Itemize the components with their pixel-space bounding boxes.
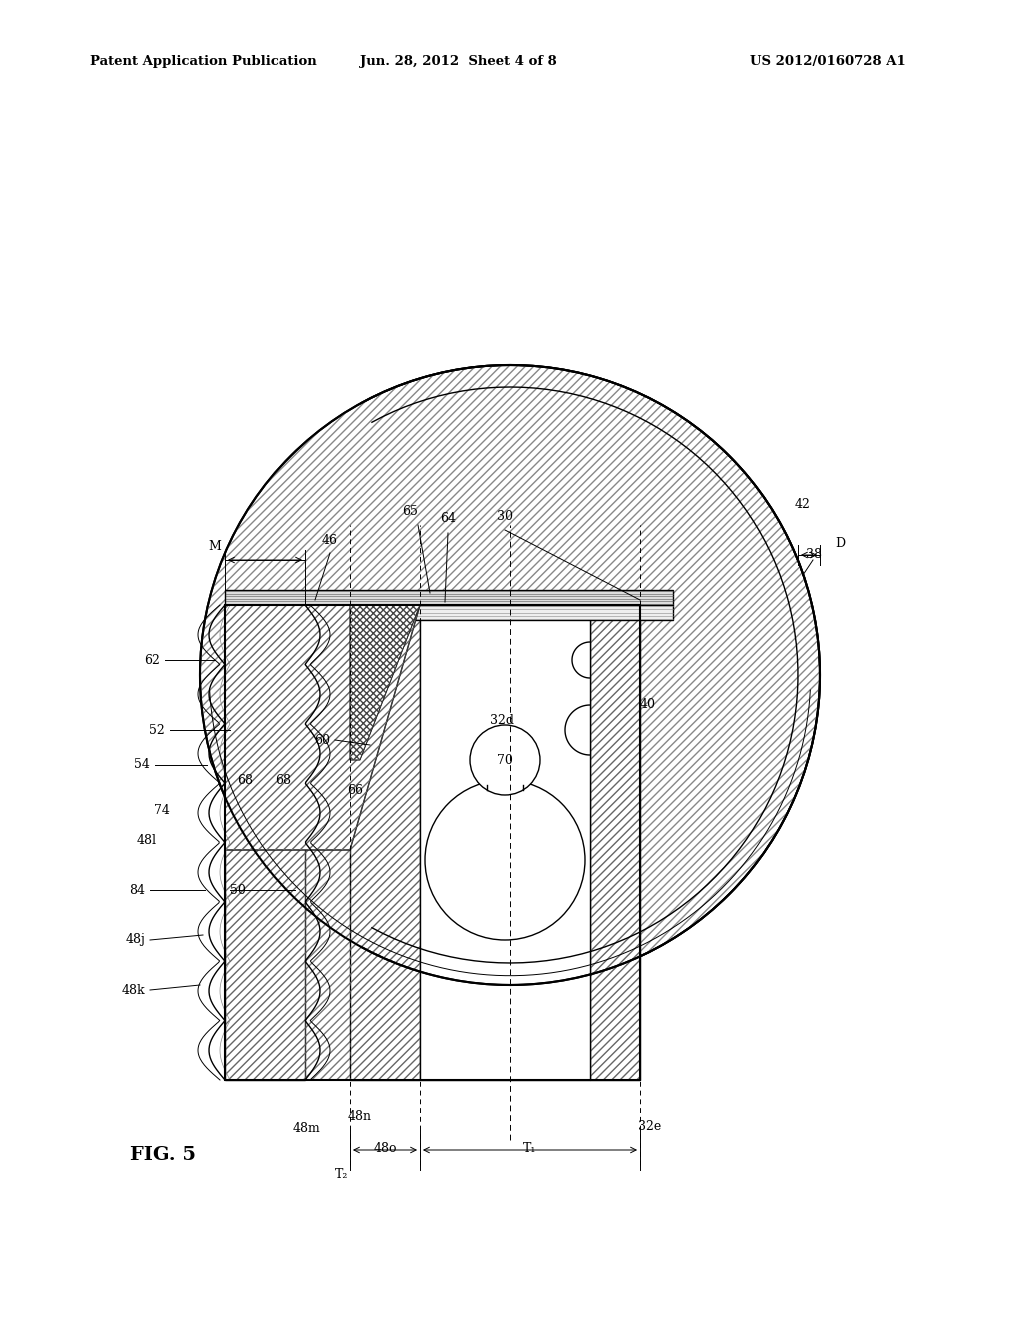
Text: 50: 50: [230, 883, 246, 896]
Text: 54: 54: [134, 759, 150, 771]
Text: 42: 42: [795, 498, 811, 511]
Circle shape: [470, 725, 540, 795]
Text: 68: 68: [275, 774, 291, 787]
Text: 70: 70: [497, 754, 513, 767]
Text: 46: 46: [322, 535, 338, 546]
Text: 48m: 48m: [292, 1122, 319, 1135]
Text: 64: 64: [440, 512, 456, 525]
Polygon shape: [225, 605, 420, 850]
Text: 38: 38: [806, 549, 822, 561]
Text: 48j: 48j: [125, 933, 145, 946]
Bar: [590, 605, 640, 1080]
Text: 60: 60: [314, 734, 330, 747]
Circle shape: [200, 366, 820, 985]
Text: 68: 68: [237, 774, 253, 787]
Text: Jun. 28, 2012  Sheet 4 of 8: Jun. 28, 2012 Sheet 4 of 8: [360, 55, 557, 69]
Text: T₂: T₂: [335, 1168, 349, 1181]
Circle shape: [425, 780, 585, 940]
Text: 48k: 48k: [122, 983, 145, 997]
Bar: [225, 605, 640, 1080]
Text: 52: 52: [150, 723, 165, 737]
Text: Patent Application Publication: Patent Application Publication: [90, 55, 316, 69]
Text: FIG. 5: FIG. 5: [130, 1146, 196, 1164]
Text: 48o: 48o: [374, 1142, 396, 1155]
Text: US 2012/0160728 A1: US 2012/0160728 A1: [750, 55, 906, 69]
Text: 40: 40: [640, 698, 656, 711]
Polygon shape: [350, 605, 420, 760]
Bar: [225, 605, 305, 1080]
Text: 48n: 48n: [348, 1110, 372, 1123]
Text: 32d: 32d: [490, 714, 514, 726]
Bar: [350, 605, 420, 1080]
Text: 66: 66: [347, 784, 362, 796]
Text: 48l: 48l: [137, 833, 157, 846]
Bar: [225, 590, 673, 605]
Bar: [420, 605, 590, 1080]
Bar: [225, 605, 673, 620]
Bar: [590, 605, 640, 1080]
Bar: [225, 605, 305, 1080]
Text: T₁: T₁: [523, 1142, 537, 1155]
Text: 32e: 32e: [638, 1119, 662, 1133]
Text: 74: 74: [155, 804, 170, 817]
Text: 84: 84: [129, 883, 145, 896]
Text: D: D: [835, 537, 845, 550]
Text: 62: 62: [144, 653, 160, 667]
Bar: [225, 605, 640, 1080]
Text: 30: 30: [497, 510, 513, 523]
Text: 65: 65: [402, 506, 418, 517]
Text: M: M: [209, 540, 221, 553]
Bar: [350, 605, 420, 1080]
Bar: [225, 605, 640, 1080]
